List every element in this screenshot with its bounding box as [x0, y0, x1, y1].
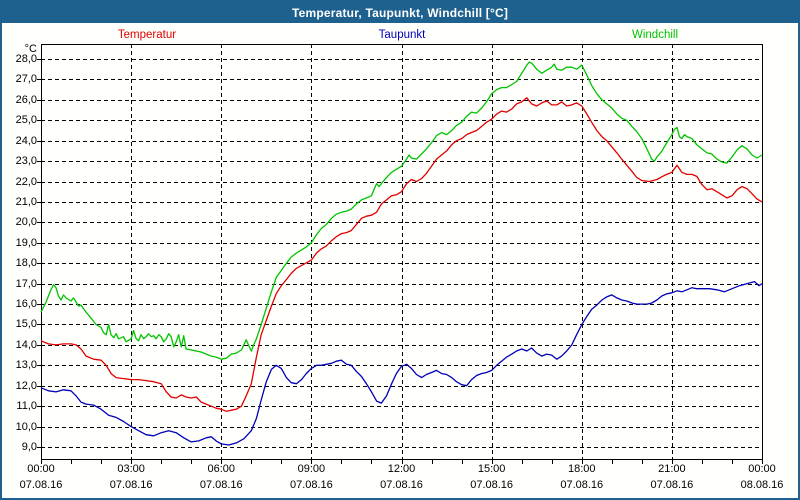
y-tick-label: 27,0: [15, 73, 37, 86]
series-line-windchill: [40, 61, 763, 360]
legend-label-taupunkt: Taupunkt: [378, 29, 426, 41]
x-tick-time-label: 21:00: [658, 463, 686, 475]
y-tick-label: 16,0: [15, 298, 37, 311]
y-tick-label: 26,0: [15, 93, 37, 106]
plot-border: [41, 44, 763, 460]
y-tick-label: 23,0: [15, 155, 37, 168]
legend-label-temperatur: Temperatur: [117, 29, 177, 41]
x-tick-date-label: 07.08.16: [380, 479, 423, 491]
y-axis-unit-label: °C: [24, 43, 37, 55]
x-tick-time-label: 15:00: [477, 463, 506, 475]
series-line-temperatur: [40, 97, 763, 412]
x-tick-time-label: 00:00: [748, 463, 776, 475]
x-tick-date-label: 08.08.16: [740, 479, 784, 491]
y-tick-label: 9,0: [21, 441, 37, 453]
chart-plot-area: [37, 44, 763, 464]
y-tick-label: 22,0: [15, 175, 37, 188]
y-tick-label: 13,0: [15, 359, 37, 372]
x-tick-time-label: 03:00: [117, 463, 145, 475]
y-tick-label: 11,0: [16, 400, 37, 413]
x-tick-date-label: 07.08.16: [199, 479, 243, 491]
x-tick-date-label: 07.08.16: [470, 479, 514, 491]
x-tick-date-label: 07.08.16: [650, 479, 694, 491]
x-tick-date-label: 07.08.16: [109, 479, 153, 491]
y-tick-label: 18,0: [15, 257, 37, 270]
x-tick-time-label: 18:00: [567, 463, 596, 475]
y-tick-label: 12,0: [15, 379, 37, 392]
x-tick-date-label: 07.08.16: [19, 479, 63, 491]
y-tick-label: 21,0: [15, 195, 37, 208]
x-tick-time-label: 06:00: [207, 463, 236, 475]
legend-label-windchill: Windchill: [631, 29, 679, 41]
window-title: Temperatur, Taupunkt, Windchill [°C]: [291, 5, 509, 20]
y-tick-label: 10,0: [15, 420, 37, 433]
x-tick-time-label: 12:00: [387, 463, 416, 475]
series-line-taupunkt: [40, 280, 763, 446]
x-tick-time-label: 09:00: [297, 463, 326, 475]
y-tick-label: 17,0: [15, 277, 37, 290]
x-tick-date-label: 07.08.16: [289, 479, 333, 491]
y-tick-label: 20,0: [15, 216, 37, 229]
y-tick-label: 25,0: [15, 114, 37, 127]
y-tick-label: 15,0: [15, 318, 37, 331]
y-tick-label: 14,0: [15, 338, 37, 351]
x-tick-time-label: 00:00: [27, 463, 55, 475]
y-tick-label: 28,0: [15, 53, 37, 65]
y-tick-label: 24,0: [15, 134, 37, 147]
y-tick-label: 19,0: [15, 236, 37, 249]
window-titlebar: Temperatur, Taupunkt, Windchill [°C]: [2, 2, 798, 23]
x-tick-date-label: 07.08.16: [560, 479, 604, 491]
